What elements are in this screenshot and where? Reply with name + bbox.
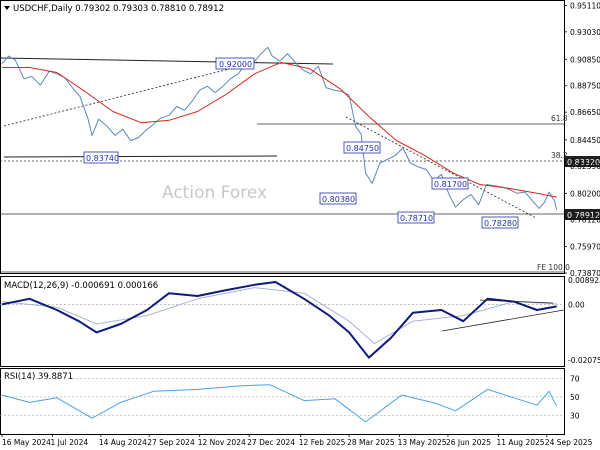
price-tick-label: 0.73870 bbox=[570, 269, 600, 278]
date-tick-label: 27 Dec 2024 bbox=[247, 438, 295, 447]
price-tick-label: 0.86650 bbox=[570, 108, 600, 117]
macd-tick-label: -0.020759 bbox=[568, 356, 600, 365]
rsi-panel-frame bbox=[0, 368, 565, 435]
label-0-84750: 0.84750 bbox=[343, 141, 381, 154]
svg-text:0.81700: 0.81700 bbox=[434, 180, 467, 189]
price-tick-label: 0.88750 bbox=[570, 82, 600, 91]
fe-100-label: FE 100.0 bbox=[537, 263, 570, 272]
macd-tick-label: 0.00 bbox=[568, 300, 585, 309]
svg-text:0.92000: 0.92000 bbox=[219, 60, 252, 69]
price-tick-label: 0.80200 bbox=[570, 189, 600, 198]
macd-tick-label: 0.008923 bbox=[568, 276, 600, 285]
date-tick-label: 28 Mar 2025 bbox=[347, 438, 395, 447]
date-tick-label: 12 Feb 2025 bbox=[299, 438, 346, 447]
moving-average-line bbox=[2, 61, 557, 198]
date-tick-label: 16 May 2024 bbox=[2, 438, 51, 447]
price-tick-label: 0.82390 bbox=[570, 162, 600, 171]
dashed-trend-line bbox=[3, 61, 258, 127]
date-tick-label: 24 Sep 2025 bbox=[545, 438, 593, 447]
macd-trend-line-lower bbox=[441, 309, 565, 332]
channel-bottom-line bbox=[3, 155, 278, 158]
rsi-tick-label: 70 bbox=[570, 374, 580, 383]
price-tick-label: 0.78120 bbox=[570, 216, 600, 225]
price-tick-label: 0.75970 bbox=[570, 243, 600, 252]
current-price-tag: 0.78912 bbox=[565, 209, 600, 220]
date-tick-label: 12 Nov 2024 bbox=[198, 438, 246, 447]
macd-signal-line bbox=[1, 287, 557, 345]
svg-text:0.78912: 0.78912 bbox=[567, 211, 600, 220]
rsi-tick-label: 30 bbox=[570, 411, 580, 420]
date-tick-label: 13 May 2025 bbox=[398, 438, 447, 447]
fib-38-2-label: 38.2 bbox=[551, 151, 568, 160]
rsi-line bbox=[1, 384, 558, 423]
label-0-78710: 0.78710 bbox=[397, 211, 435, 224]
price-tick-label: 0.84450 bbox=[570, 136, 600, 145]
macd-line bbox=[1, 281, 557, 359]
date-tick-label: 26 Jun 2025 bbox=[446, 438, 491, 447]
price-panel-frame bbox=[0, 0, 565, 274]
svg-text:0.78710: 0.78710 bbox=[400, 214, 433, 223]
label-0-78280: 0.78280 bbox=[481, 216, 519, 229]
macd-panel-frame bbox=[0, 276, 565, 367]
price-tick-label: 0.95110 bbox=[570, 2, 600, 11]
svg-text:0.78280: 0.78280 bbox=[484, 219, 517, 228]
level-tag: 0.83320 bbox=[565, 156, 600, 167]
rsi-tick-label: 50 bbox=[570, 393, 580, 402]
macd-panel-title: MACD(12,26,9) -0.000691 0.000166 bbox=[4, 281, 158, 291]
label-0-81700: 0.81700 bbox=[431, 177, 469, 190]
date-tick-label: 27 Sep 2024 bbox=[147, 438, 195, 447]
svg-text:0.80380: 0.80380 bbox=[322, 195, 355, 204]
date-tick-label: 11 Aug 2025 bbox=[496, 438, 544, 447]
label-0-80380: 0.80380 bbox=[319, 192, 357, 205]
watermark: Action Forex bbox=[162, 183, 267, 203]
svg-text:0.83320: 0.83320 bbox=[567, 158, 600, 167]
fib-61-8-label: 61.8 bbox=[551, 114, 568, 123]
date-tick-label: 1 Jul 2024 bbox=[51, 438, 89, 447]
rsi-panel-title: RSI(14) 39.8871 bbox=[4, 372, 73, 382]
label-0-92000: 0.92000 bbox=[215, 57, 255, 70]
macd-trend-line-upper bbox=[479, 299, 554, 304]
channel-top-line bbox=[0, 57, 334, 65]
price-series-line bbox=[1, 46, 558, 210]
date-tick-label: 14 Aug 2024 bbox=[99, 438, 147, 447]
price-tick-label: 0.90850 bbox=[570, 55, 600, 64]
svg-text:0.83740: 0.83740 bbox=[86, 154, 119, 163]
dropdown-triangle-icon bbox=[4, 6, 10, 10]
label-0-83740: 0.83740 bbox=[83, 151, 119, 164]
price-panel-title: USDCHF,Daily 0.79302 0.79303 0.78810 0.7… bbox=[13, 4, 224, 14]
price-tick-label: 0.93030 bbox=[570, 28, 600, 37]
svg-text:0.84750: 0.84750 bbox=[346, 144, 379, 153]
